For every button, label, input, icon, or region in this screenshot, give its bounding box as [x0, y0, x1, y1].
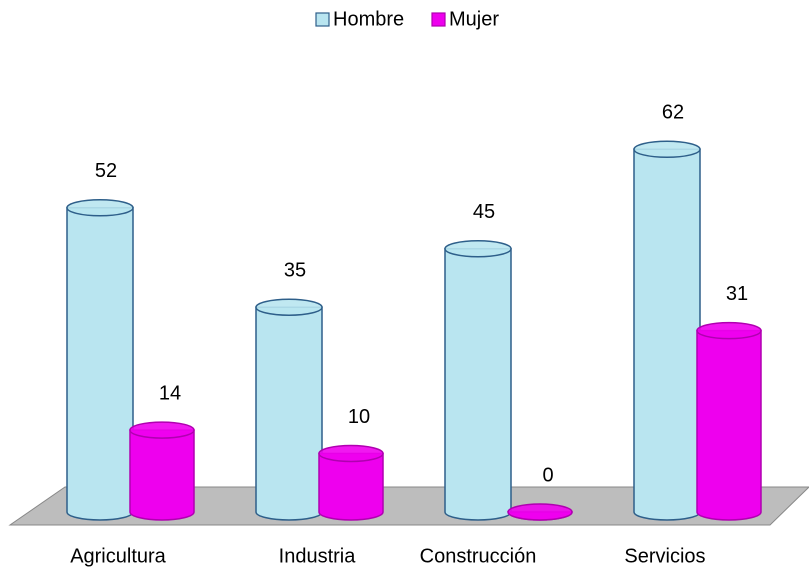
- floor: [8, 486, 809, 526]
- cylinder-body: [129, 429, 195, 521]
- data-label: 62: [662, 102, 684, 124]
- data-label: 45: [473, 201, 495, 223]
- cylinder-top: [696, 321, 762, 340]
- legend-label: Mujer: [449, 8, 499, 30]
- cylinder: [129, 421, 195, 521]
- cylinder: [318, 444, 384, 521]
- data-label: 31: [726, 283, 748, 305]
- data-label: 52: [95, 160, 117, 182]
- data-label: 14: [159, 382, 181, 404]
- x-tick-label: Agricultura: [70, 545, 166, 567]
- cylinder: [633, 140, 701, 521]
- cylinder: [255, 298, 323, 521]
- legend-label: Hombre: [333, 8, 404, 30]
- cylinder-body: [255, 306, 323, 521]
- cylinder-top: [318, 444, 384, 463]
- cylinder-body: [318, 452, 384, 521]
- data-label: 35: [284, 260, 306, 282]
- cylinder: [696, 321, 762, 521]
- legend: Hombre Mujer: [315, 8, 499, 30]
- x-tick-label: Servicios: [624, 545, 705, 567]
- cylinder-top: [255, 298, 323, 316]
- cylinder-body: [696, 329, 762, 521]
- cylinder-body: [66, 207, 134, 521]
- cylinder-top: [444, 240, 512, 258]
- cylinder-top: [129, 421, 195, 439]
- legend-swatch: [431, 12, 446, 27]
- x-tick-label: Construcción: [420, 545, 537, 567]
- cylinder: [507, 503, 573, 521]
- cylinder-top: [507, 503, 573, 521]
- cylinder: [444, 240, 512, 521]
- cylinder: [66, 199, 134, 521]
- cylinder-top: [66, 199, 134, 217]
- legend-swatch: [315, 12, 330, 27]
- data-label: 0: [542, 464, 553, 486]
- cylinder-body: [444, 248, 512, 521]
- cylinder-top: [633, 140, 701, 159]
- data-label: 10: [348, 406, 370, 428]
- cylinder-body: [633, 148, 701, 521]
- x-tick-label: Industria: [279, 545, 357, 567]
